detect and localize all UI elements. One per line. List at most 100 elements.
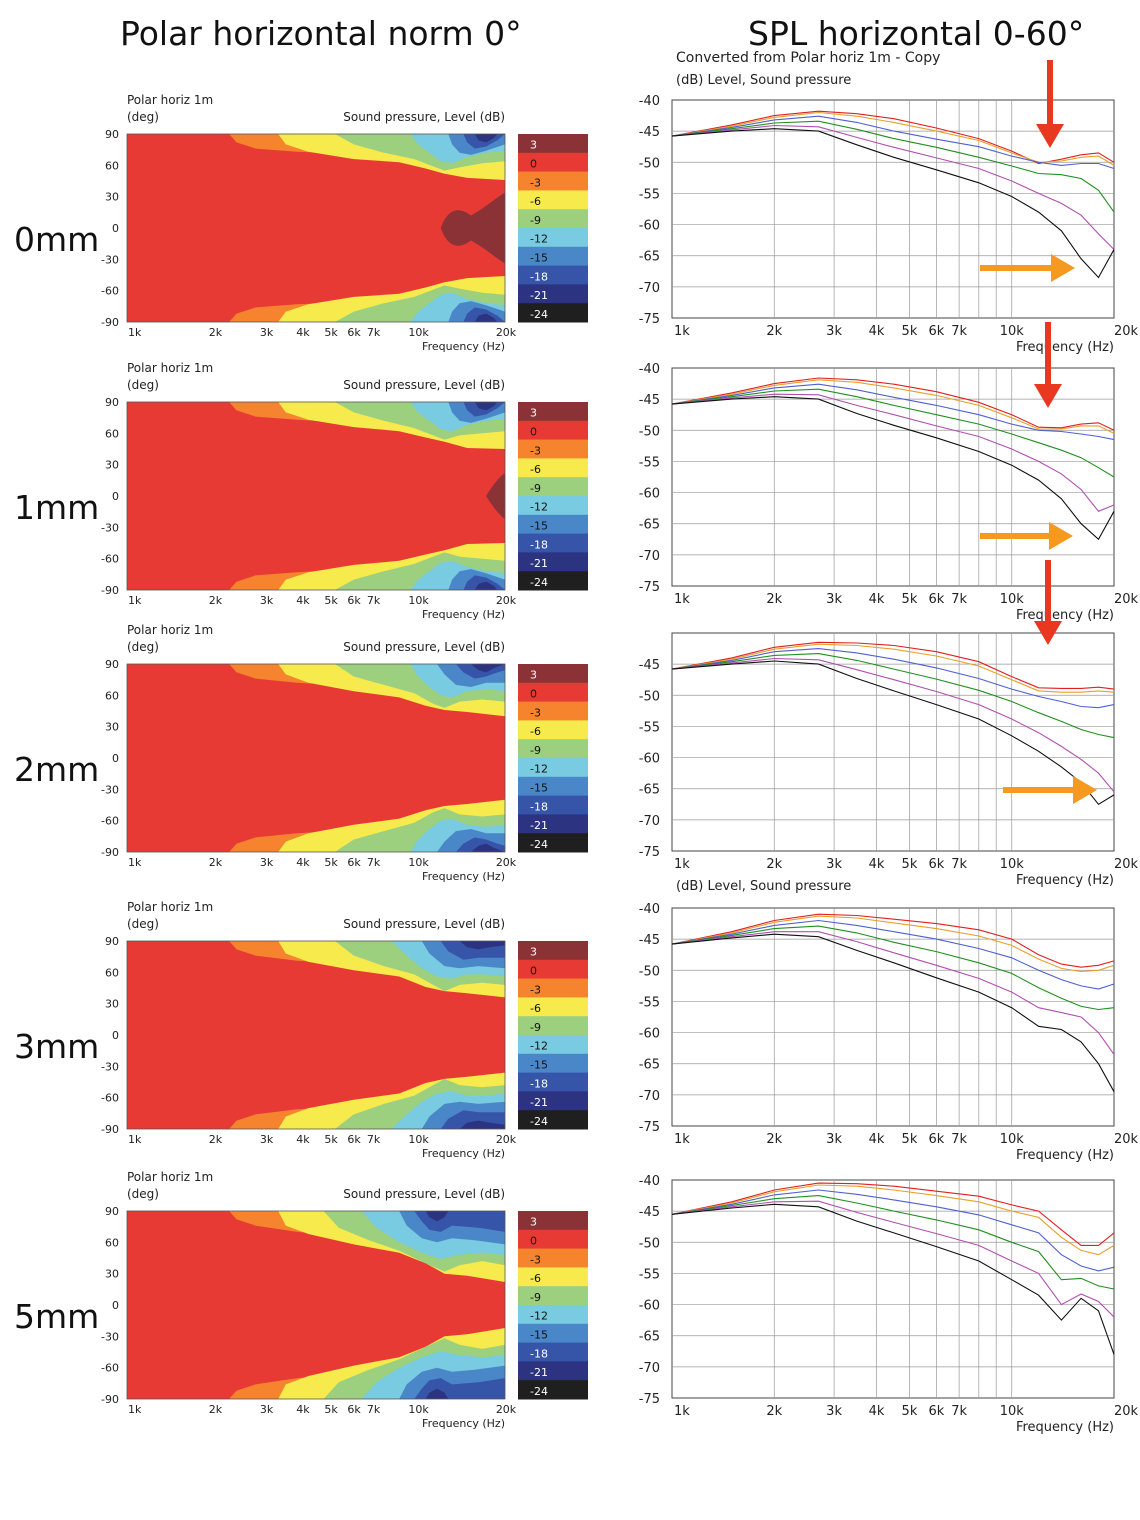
polar-title: Polar horiz 1m [127, 361, 213, 375]
spl-ytick-label: -70 [639, 281, 660, 296]
spl-series-line [671, 925, 1115, 1011]
spl-xtick-label: 4k [869, 857, 885, 872]
colorbar-label: -24 [530, 1115, 548, 1128]
colorbar-label: -12 [530, 501, 548, 514]
polar-unit: (deg) [127, 1187, 159, 1201]
spl-ytick-label: -45 [639, 658, 660, 673]
colorbar-label: -3 [530, 706, 541, 719]
spl-xtick-label: 10k [1000, 1132, 1025, 1147]
polar-xtick-label: 20k [496, 1133, 517, 1146]
colorbar-label: -6 [530, 463, 541, 476]
polar-legend-label: Sound pressure, Level (dB) [343, 640, 505, 654]
colorbar-label: 0 [530, 157, 537, 170]
spl-xtick-label: 20k [1114, 857, 1139, 872]
colorbar-label: -6 [530, 1272, 541, 1285]
colorbar-swatch [518, 265, 588, 285]
polar-xlabel: Frequency (Hz) [422, 608, 505, 621]
polar-ytick-label: 0 [112, 1299, 119, 1312]
polar-ytick-label: 60 [105, 1236, 119, 1249]
polar-xtick-label: 4k [296, 1133, 310, 1146]
colorbar-swatch [518, 1035, 588, 1055]
colorbar-swatch [518, 997, 588, 1017]
spl-xtick-label: 4k [869, 1132, 885, 1147]
colorbar-label: -18 [530, 1347, 548, 1360]
colorbar-swatch [518, 1248, 588, 1268]
polar-ytick-label: 90 [105, 658, 119, 671]
orange-arrow-row3 [1003, 776, 1097, 804]
colorbar-swatch [518, 552, 588, 572]
colorbar-swatch [518, 246, 588, 267]
colorbar-label: 0 [530, 964, 537, 977]
spl-ytick-label: -70 [639, 1361, 660, 1376]
polar-contour-bottom [474, 313, 498, 322]
spl-xtick-label: 20k [1114, 1404, 1139, 1419]
row-label-5mm: 5mm [14, 1297, 100, 1336]
colorbar-label: -18 [530, 270, 548, 283]
spl-xtick-label: 5k [902, 592, 918, 607]
polar-xtick-label: 6k [347, 594, 361, 607]
colorbar-label: 3 [530, 946, 537, 959]
polar-xtick-label: 20k [496, 594, 517, 607]
colorbar-swatch [518, 941, 588, 961]
polar-xtick-label: 3k [260, 856, 274, 869]
spl-series-line [671, 115, 1115, 170]
spl-ytick-label: -45 [639, 1205, 660, 1220]
colorbar-swatch [518, 1229, 588, 1250]
spl-ytick-label: -40 [639, 94, 660, 109]
colorbar-swatch [518, 458, 588, 478]
polar-xtick-label: 2k [209, 1133, 223, 1146]
colorbar-label: -24 [530, 576, 548, 589]
spl-xtick-label: 4k [869, 1404, 885, 1419]
spl-plot-5mm: -40 -45 -50 -55 -60 -65 -70 -75 1k 2k 3k 4k 5k 6k 7k 10… [639, 1174, 1139, 1435]
spl-series-line [671, 919, 1115, 990]
red-arrow-row3 [1034, 560, 1062, 645]
spl-xtick-label: 10k [1000, 857, 1025, 872]
polar-xtick-label: 1k [128, 1133, 142, 1146]
polar-xtick-label: 20k [496, 326, 517, 339]
polar-ytick-label: -90 [101, 584, 119, 597]
spl-ytick-label: -55 [639, 720, 660, 735]
polar-xtick-label: 1k [128, 594, 142, 607]
polar-unit: (deg) [127, 378, 159, 392]
colorbar-label: -9 [530, 1021, 541, 1034]
polar-xtick-label: 10k [408, 594, 429, 607]
spl-xtick-label: 5k [902, 1132, 918, 1147]
polar-unit: (deg) [127, 917, 159, 931]
spl-xtick-label: 2k [766, 592, 782, 607]
spl-series-line [671, 120, 1115, 213]
polar-xtick-label: 10k [408, 326, 429, 339]
colorbar-swatch [518, 664, 588, 684]
polar-xtick-label: 1k [128, 1403, 142, 1416]
spl-ytick-label: -40 [639, 902, 660, 917]
polar-ytick-label: 60 [105, 689, 119, 702]
spl-xtick-label: 6k [928, 1132, 944, 1147]
polar-title: Polar horiz 1m [127, 900, 213, 914]
orange-arrow-row2 [980, 522, 1073, 550]
spl-ytick-label: -75 [639, 312, 660, 327]
polar-ytick-label: -30 [101, 253, 119, 266]
polar-ytick-label: 30 [105, 191, 119, 204]
colorbar-label: -21 [530, 819, 548, 832]
polar-xtick-label: 5k [324, 594, 338, 607]
spl-series-line [671, 383, 1115, 441]
spl-ytick-label: -65 [639, 783, 660, 798]
spl-xlabel: Frequency (Hz) [1016, 340, 1114, 355]
colorbar-label: -15 [530, 519, 548, 532]
spl-xtick-label: 3k [826, 857, 842, 872]
spl-series-line [671, 124, 1115, 250]
colorbar-swatch [518, 1211, 588, 1231]
spl-ytick-label: -50 [639, 1236, 660, 1251]
colorbar-label: -18 [530, 1077, 548, 1090]
polar-xtick-label: 6k [347, 1133, 361, 1146]
polar-xtick-label: 7k [367, 1403, 381, 1416]
colorbar-swatch [518, 1053, 588, 1074]
colorbar-swatch [518, 533, 588, 553]
colorbar-swatch [518, 152, 588, 173]
polar-xtick-label: 5k [324, 1133, 338, 1146]
spl-series-line [671, 915, 1115, 973]
polar-xlabel: Frequency (Hz) [422, 870, 505, 883]
polar-ytick-label: -60 [101, 815, 119, 828]
spl-xtick-label: 6k [928, 592, 944, 607]
polar-xtick-label: 3k [260, 594, 274, 607]
polar-ytick-label: -60 [101, 1362, 119, 1375]
